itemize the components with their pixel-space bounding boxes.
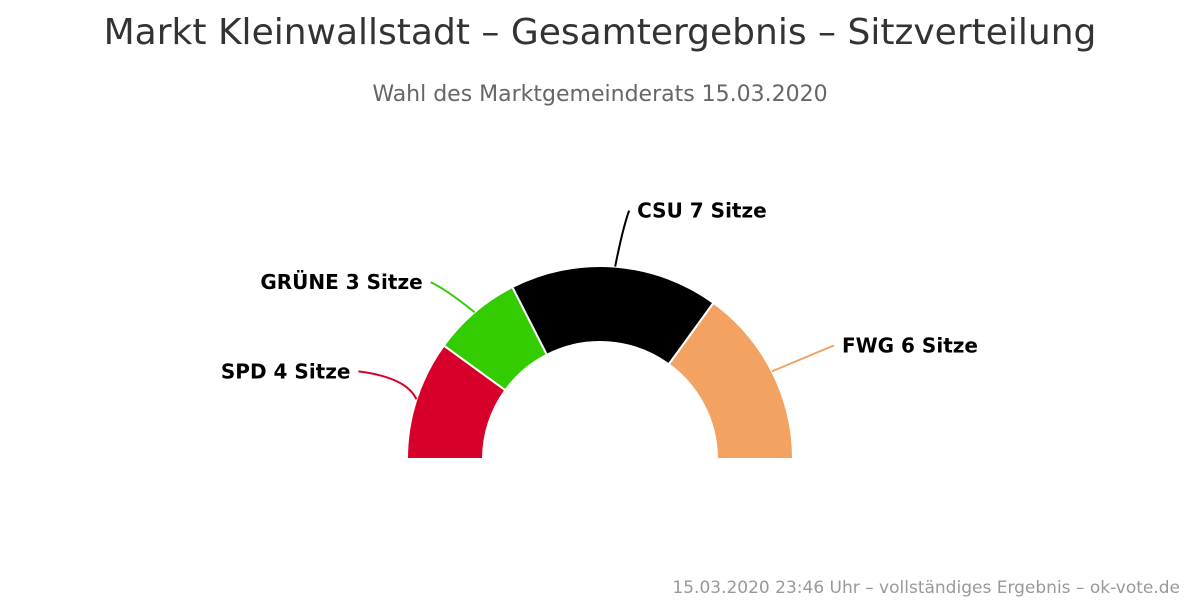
labels-group: SPD 4 Sitze GRÜNE 3 Sitze CSU 7 Sitze FWG 6… [221, 199, 978, 384]
connector-csu [614, 210, 631, 267]
data-label-spd: SPD 4 Sitze [221, 359, 351, 383]
connectors-group [358, 210, 835, 400]
slice-fwg[interactable] [667, 301, 794, 460]
connector-spd [358, 370, 418, 400]
data-label-csu: CSU 7 Sitze [637, 199, 767, 223]
chart-credits[interactable]: 15.03.2020 23:46 Uhr – vollständiges Erg… [672, 578, 1180, 598]
connector-fwg [771, 344, 835, 373]
chart-subtitle: Wahl des Marktgemeinderats 15.03.2020 [372, 82, 828, 107]
chart-title: Markt Kleinwallstadt – Gesamtergebnis – … [103, 12, 1097, 53]
data-label-gruene: GRÜNE 3 Sitze [260, 270, 422, 294]
slices-group [406, 265, 794, 460]
connector-gruene [430, 281, 476, 314]
data-label-fwg: FWG 6 Sitze [842, 333, 978, 357]
